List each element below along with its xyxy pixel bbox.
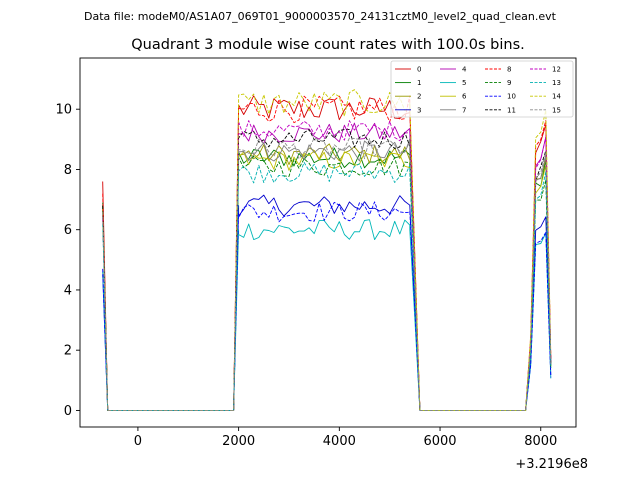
x-tick-label-4000: 4000 xyxy=(323,434,356,449)
plot-frame xyxy=(79,57,577,428)
y-tick-label-4: 4 xyxy=(64,283,72,298)
series-line-6 xyxy=(102,150,552,411)
series-line-1 xyxy=(102,147,552,411)
legend-label-13: 13 xyxy=(552,79,561,87)
legend-label-0: 0 xyxy=(417,66,421,74)
series-line-12 xyxy=(102,120,552,411)
series-line-7 xyxy=(102,140,552,411)
series-line-9 xyxy=(102,155,552,411)
series-line-4 xyxy=(102,122,552,411)
x-offset-label: +3.2196e8 xyxy=(515,457,588,472)
legend-label-6: 6 xyxy=(462,93,467,101)
series-group xyxy=(102,89,552,411)
legend-label-3: 3 xyxy=(417,106,421,114)
legend-label-12: 12 xyxy=(552,66,561,74)
series-line-14 xyxy=(102,89,552,411)
y-tick-label-8: 8 xyxy=(64,163,72,178)
data-file-header: Data file: modeM0/AS1A07_069T01_90000035… xyxy=(84,10,557,23)
legend-label-8: 8 xyxy=(507,66,511,74)
x-tick-label-0: 0 xyxy=(134,434,142,449)
legend-label-9: 9 xyxy=(507,79,511,87)
series-line-2 xyxy=(102,143,552,411)
series-line-3 xyxy=(102,194,552,411)
legend-label-1: 1 xyxy=(417,79,421,87)
chart-title: Quadrant 3 module wise count rates with … xyxy=(131,37,525,53)
y-tick-label-10: 10 xyxy=(55,103,72,118)
legend-label-2: 2 xyxy=(417,93,421,101)
legend-label-4: 4 xyxy=(462,66,467,74)
x-tick-label-8000: 8000 xyxy=(524,434,557,449)
legend-label-5: 5 xyxy=(462,79,466,87)
y-tick-label-6: 6 xyxy=(64,223,72,238)
legend-label-7: 7 xyxy=(462,106,466,114)
legend-label-15: 15 xyxy=(552,106,561,114)
series-line-8 xyxy=(102,95,552,411)
x-tick-label-6000: 6000 xyxy=(423,434,456,449)
y-tick-label-2: 2 xyxy=(64,344,72,359)
legend-box xyxy=(390,60,574,118)
legend-label-10: 10 xyxy=(507,93,516,101)
legend-label-14: 14 xyxy=(552,93,561,101)
series-line-10 xyxy=(102,201,552,411)
series-line-0 xyxy=(102,95,552,411)
series-line-5 xyxy=(102,219,552,411)
series-line-15 xyxy=(102,137,552,411)
y-tick-label-0: 0 xyxy=(64,404,72,419)
legend-label-11: 11 xyxy=(507,106,516,114)
x-tick-label-2000: 2000 xyxy=(222,434,255,449)
